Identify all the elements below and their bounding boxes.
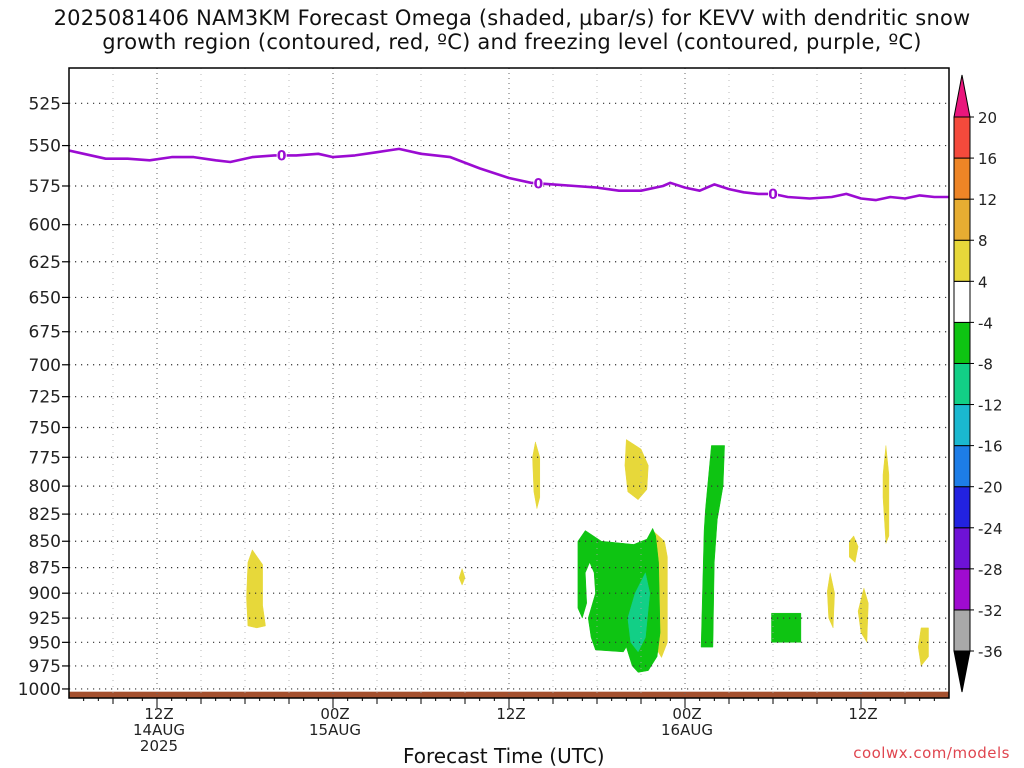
watermark-text: coolwx.com/models	[853, 744, 1010, 762]
colorbar-swatch	[953, 116, 971, 159]
freezing-level-label: 0	[533, 176, 543, 192]
omega-area-0	[246, 549, 266, 629]
y-tick-label: 975	[29, 657, 61, 677]
colorbar-label: -32	[978, 602, 1003, 620]
colorbar-swatch	[953, 568, 971, 611]
y-axis: 525 550 575 600 625 650 675 700 725 750 775 800 825 8…	[18, 94, 69, 700]
y-tick-label: 600	[29, 216, 61, 236]
y-tick-label: 550	[29, 137, 61, 157]
colorbar-label: -12	[978, 397, 1003, 415]
y-tick-label: 750	[29, 418, 61, 438]
omega-area-12	[700, 445, 725, 648]
colorbar-swatch	[953, 157, 971, 200]
freezing-level-label: 0	[768, 187, 778, 203]
colorbar-label: 4	[978, 273, 988, 291]
colorbar-swatch	[953, 321, 971, 364]
y-tick-label: 775	[29, 448, 61, 468]
colorbar-swatch	[953, 486, 971, 529]
colorbar: -36 -32 -28 -24 -20 -16 -12 -8 -4 4 8 12 16 20	[953, 74, 1003, 693]
omega-area-3	[624, 439, 649, 501]
omega-area-2	[532, 441, 541, 509]
colorbar-label: -28	[978, 561, 1003, 579]
x-tick-label: 12Z	[848, 705, 877, 723]
chart-title: 2025081406 NAM3KM Forecast Omega (shaded…	[0, 6, 1024, 54]
omega-area-11	[627, 572, 651, 653]
y-tick-label: 675	[29, 323, 61, 343]
y-tick-label: 900	[29, 584, 61, 604]
freezing-level-label: 0	[277, 148, 287, 164]
y-tick-label: 925	[29, 609, 61, 629]
colorbar-label: 20	[978, 109, 997, 127]
colorbar-swatch	[953, 239, 971, 282]
grid-layer	[69, 68, 949, 698]
colorbar-swatch	[953, 198, 971, 241]
colorbar-label: -8	[978, 355, 993, 373]
y-tick-label: 725	[29, 388, 61, 408]
omega-area-6	[882, 445, 890, 544]
colorbar-swatch	[953, 445, 971, 488]
omega-layer	[246, 439, 929, 673]
y-tick-label: 700	[29, 356, 61, 376]
y-tick-label: 625	[29, 253, 61, 273]
omega-area-1	[458, 567, 466, 586]
freezing-level-line	[69, 147, 949, 202]
y-tick-label: 650	[29, 288, 61, 308]
x-tick-label: 00Z	[320, 705, 349, 723]
freezing-label-bg	[768, 185, 778, 202]
freezing-level-layer: 0 0 0	[69, 147, 949, 203]
omega-area-7	[827, 572, 835, 629]
chart-title-line2: growth region (contoured, red, ºC) and f…	[102, 30, 922, 54]
x-tick-label: 15AUG	[309, 721, 361, 739]
x-tick-label: 12Z	[144, 705, 173, 723]
colorbar-label: -4	[978, 314, 993, 332]
y-tick-label: 800	[29, 477, 61, 497]
freezing-label-bg	[533, 175, 544, 192]
x-tick-label: 00Z	[672, 705, 701, 723]
omega-area-13	[771, 612, 802, 643]
colorbar-swatch	[953, 404, 971, 447]
x-tick-label: 2025	[140, 737, 178, 755]
colorbar-swatch	[953, 362, 971, 406]
terrain-layer	[69, 691, 949, 698]
colorbar-label: 12	[978, 191, 997, 209]
x-axis-title: Forecast Time (UTC)	[403, 744, 605, 768]
colorbar-swatch	[953, 527, 971, 570]
y-tick-label: 1000	[18, 680, 61, 700]
colorbar-label: -20	[978, 479, 1003, 497]
y-tick-label: 825	[29, 505, 61, 525]
colorbar-label: 16	[978, 150, 997, 168]
colorbar-swatch	[953, 609, 971, 652]
colorbar-label: -36	[978, 643, 1003, 661]
x-tick-label: 14AUG	[133, 721, 185, 739]
freezing-label-bg	[276, 147, 287, 164]
y-tick-label: 950	[29, 633, 61, 653]
chart-title-line1: 2025081406 NAM3KM Forecast Omega (shaded…	[53, 6, 971, 30]
y-tick-label: 575	[29, 177, 61, 197]
x-tick-label: 16AUG	[661, 721, 713, 739]
colorbar-swatch	[953, 280, 971, 323]
colorbar-extend-high	[953, 74, 971, 118]
omega-area-5	[849, 535, 859, 563]
colorbar-label: 8	[978, 232, 988, 250]
colorbar-extend-low	[953, 650, 971, 693]
terrain-surface	[69, 691, 949, 698]
y-tick-label: 525	[29, 94, 61, 114]
y-tick-label: 875	[29, 559, 61, 579]
x-tick-label: 12Z	[496, 705, 525, 723]
omega-area-8	[857, 587, 869, 644]
y-tick-label: 850	[29, 532, 61, 552]
colorbar-label: -16	[978, 438, 1003, 456]
omega-area-9	[917, 627, 929, 667]
colorbar-label: -24	[978, 520, 1003, 538]
